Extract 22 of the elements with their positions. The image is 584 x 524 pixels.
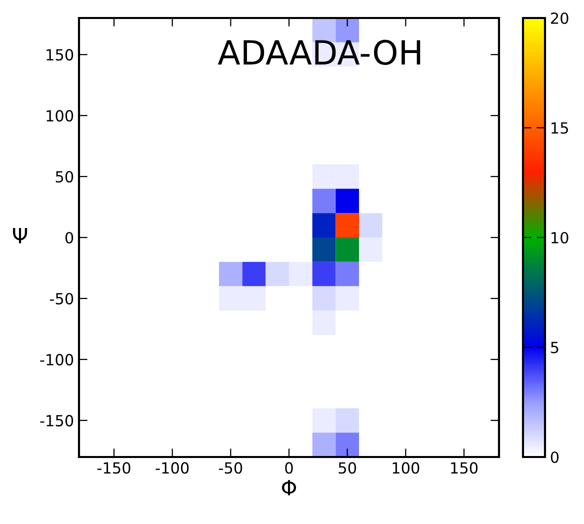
y-tick-label: 0 — [65, 232, 74, 244]
y-tick-label: -50 — [50, 292, 74, 304]
x-tick-label: -100 — [156, 462, 189, 474]
y-tick-label: 150 — [46, 49, 74, 61]
y-tick-label: 100 — [46, 110, 74, 122]
y-axis-title: Ψ — [12, 228, 28, 244]
color-bar-label: 0 — [550, 451, 559, 464]
x-axis-title: Φ — [282, 480, 296, 496]
y-tick-label: -150 — [40, 414, 74, 426]
x-tick-label: 0 — [285, 462, 293, 474]
x-tick-label: -50 — [218, 462, 242, 474]
y-tick-label: -100 — [40, 354, 74, 366]
x-tick-label: 100 — [392, 462, 420, 474]
x-tick-label: 50 — [338, 462, 356, 474]
y-tick-label: 50 — [56, 170, 74, 183]
color-bar-label: 15 — [552, 122, 568, 134]
color-bar-label: 5 — [551, 342, 558, 354]
color-bar-label: 10 — [552, 232, 568, 244]
x-tick-label: 150 — [451, 462, 478, 474]
text: ADAADA-OH — [218, 40, 420, 65]
color-bar-label: 20 — [550, 12, 568, 24]
x-tick-label: -150 — [97, 462, 130, 474]
